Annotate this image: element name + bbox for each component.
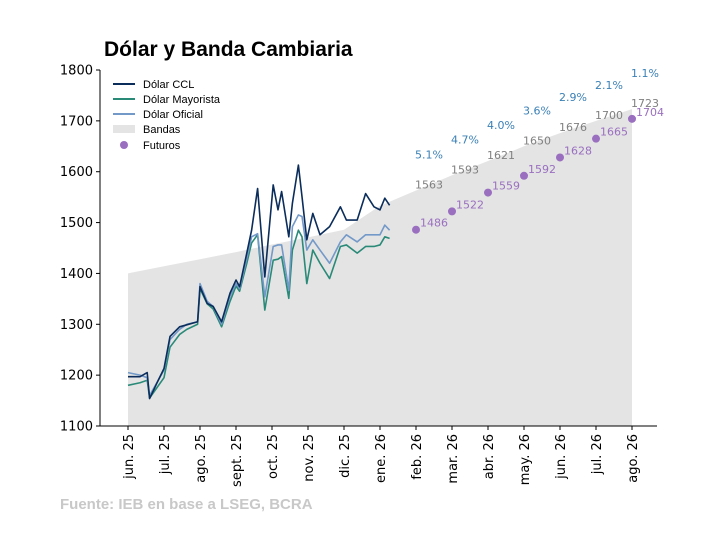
pct-label: 2.9% (559, 91, 587, 104)
x-tick-label: abr. 26 (482, 434, 497, 479)
band-value-label: 1676 (559, 121, 587, 134)
futures-value-label: 1486 (420, 217, 448, 230)
legend-label-futuros: Futuros (143, 140, 181, 152)
band-value-label: 1700 (595, 109, 623, 122)
series-line-dólar-ccl (128, 164, 391, 400)
x-tick-label: jul. 25 (158, 434, 173, 475)
band-value-label: 1621 (487, 149, 515, 162)
legend-swatch-bandas (113, 125, 135, 133)
band-area (128, 109, 632, 426)
x-tick-label: mar. 26 (446, 434, 461, 484)
futures-point (592, 134, 600, 143)
pct-label: 3.6% (523, 104, 551, 117)
pct-label: 4.7% (451, 133, 479, 146)
legend-swatch-futuros (120, 141, 128, 149)
legend-label-bandas: Bandas (143, 124, 181, 136)
futures-point (484, 188, 492, 197)
x-tick-label: jun. 25 (122, 434, 137, 480)
futures-value-label: 1559 (492, 180, 520, 193)
futures-point (412, 225, 420, 234)
futures-value-label: 1628 (564, 144, 592, 157)
futures-point (628, 114, 636, 123)
futures-value-label: 1704 (636, 106, 664, 119)
x-tick-label: jul. 26 (590, 434, 605, 475)
y-tick-label: 1300 (60, 318, 93, 333)
futures-point (520, 171, 528, 180)
x-tick-label: oct. 25 (266, 434, 281, 479)
y-tick-label: 1800 (60, 64, 93, 79)
pct-label: 5.1% (415, 149, 443, 162)
x-tick-label: sept. 25 (230, 434, 245, 487)
band-value-label: 1593 (451, 163, 479, 176)
legend-label-mayorista: Dólar Mayorista (143, 94, 221, 106)
chart-title: Dólar y Banda Cambiaria (104, 38, 353, 61)
y-tick-label: 1500 (60, 216, 93, 231)
pct-label: 2.1% (595, 79, 623, 92)
y-tick-label: 1200 (60, 369, 93, 384)
y-tick-label: 1400 (60, 267, 93, 282)
futures-value-label: 1522 (456, 198, 484, 211)
futures-point (556, 153, 564, 162)
legend-label-ccl: Dólar CCL (143, 79, 194, 91)
x-tick-label: may. 26 (518, 434, 533, 485)
legend: Dólar CCL Dólar Mayorista Dólar Oficial … (113, 79, 221, 152)
band-value-label: 1563 (415, 179, 443, 192)
futures-value-label: 1592 (528, 163, 556, 176)
x-tick-label: ago. 26 (626, 434, 641, 483)
x-tick-label: nov. 25 (302, 434, 317, 482)
futures-value-label: 1665 (600, 126, 628, 139)
y-tick-label: 1700 (60, 114, 93, 129)
pct-label: 1.1% (631, 67, 659, 80)
band-value-label: 1723 (631, 97, 659, 110)
x-tick-label: ene. 26 (374, 434, 389, 483)
series-line-dólar-mayorista (127, 229, 390, 399)
x-tick-label: ago. 25 (194, 434, 209, 483)
y-tick-label: 1600 (60, 165, 93, 180)
y-tick-label: 1100 (60, 420, 93, 435)
source-note: Fuente: IEB en base a LSEG, BCRA (60, 496, 313, 513)
x-tick-label: dic. 25 (338, 434, 353, 478)
band-value-label: 1650 (523, 134, 551, 147)
futures-point (448, 207, 456, 216)
x-tick-label: jun. 26 (554, 434, 569, 480)
legend-label-oficial: Dólar Oficial (143, 109, 203, 121)
pct-label: 4.0% (487, 119, 515, 132)
series-line-dólar-oficial (127, 214, 391, 397)
x-tick-label: feb. 26 (410, 434, 425, 480)
